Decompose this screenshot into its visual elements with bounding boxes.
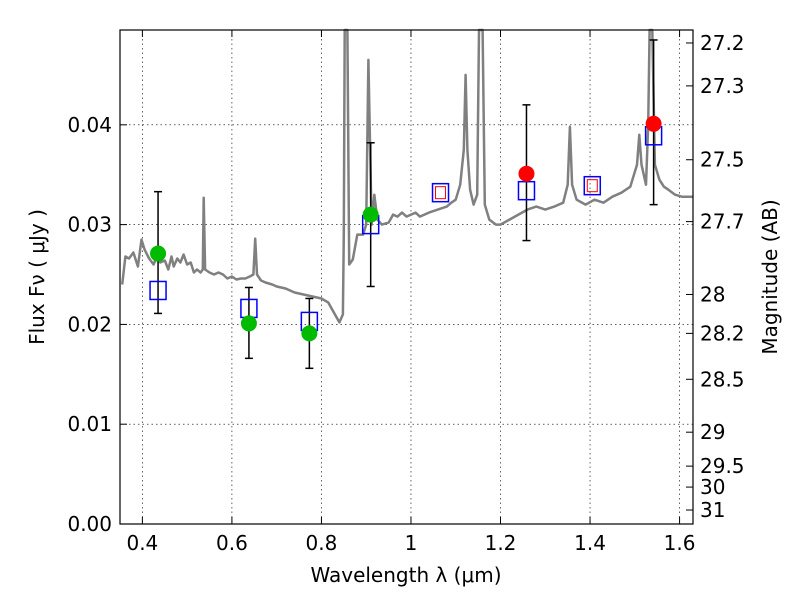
x-tick-label: 1.6: [664, 531, 696, 555]
observed-flux-point: [645, 115, 662, 132]
model-flux-square: [431, 182, 450, 203]
right-tick-label: 29: [700, 420, 725, 444]
y-tick-label: 0.00: [67, 512, 112, 536]
model-flux-square: [149, 280, 167, 301]
x-tick-label: 1.2: [485, 531, 517, 555]
right-tick-label: 31: [700, 498, 725, 522]
right-tick-label: 28: [700, 282, 725, 306]
x-tick-label: 0.6: [216, 531, 248, 555]
plot-frame: [119, 29, 694, 525]
model-flux-inner-square: [586, 179, 598, 193]
observed-flux-point: [240, 315, 257, 332]
x-tick-label: 0.4: [126, 531, 158, 555]
y-tick-label: 0.01: [67, 412, 112, 436]
x-tick-label: 1.4: [574, 531, 606, 555]
right-tick-label: 27.7: [700, 210, 745, 234]
right-tick-label: 30: [700, 475, 725, 499]
x-tick-label: 0.8: [306, 531, 338, 555]
right-tick-label: 28.2: [700, 321, 745, 345]
spectrum-line: [120, 28, 693, 324]
observed-flux-point: [301, 325, 318, 342]
right-tick-label: 28.5: [700, 367, 745, 391]
observed-flux-point: [518, 165, 535, 182]
right-tick-label: 29.5: [700, 454, 745, 478]
model-flux-inner-square: [435, 186, 447, 200]
grid-lines: [120, 30, 693, 525]
right-tick-label: 27.3: [700, 74, 745, 98]
x-axis-label: Wavelength λ (μm): [310, 563, 501, 587]
x-axis-ticks: 0.4 0.6 0.8 1 1.2 1.4 1.6: [126, 30, 695, 555]
model-flux-square: [583, 175, 602, 196]
error-bars: [154, 39, 658, 370]
right-tick-label: 27.5: [700, 148, 745, 172]
y-axis-ticks: 0.00 0.01 0.02 0.03 0.04: [67, 113, 127, 536]
x-tick-label: 1: [405, 531, 418, 555]
right-tick-label: 27.2: [700, 31, 745, 55]
y-tick-label: 0.02: [67, 312, 112, 336]
model-photometry: [149, 126, 663, 332]
observed-flux-point: [150, 245, 167, 262]
y-tick-label: 0.03: [67, 213, 112, 237]
y-tick-label: 0.04: [67, 113, 112, 137]
model-spectrum: [120, 28, 693, 324]
observed-photometry: [150, 115, 662, 342]
y-axis-label: Flux Fν ( μJy ): [25, 209, 49, 345]
right-axis-label: Magnitude (AB): [758, 199, 782, 354]
observed-flux-point: [362, 206, 379, 223]
